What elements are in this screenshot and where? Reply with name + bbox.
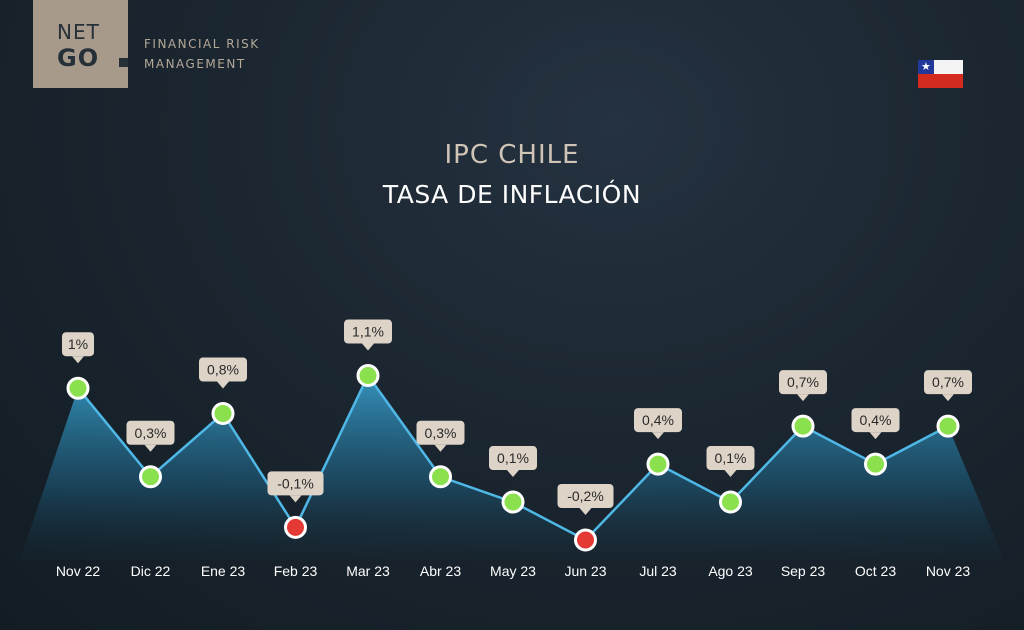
tagline: FINANCIAL RISK MANAGEMENT (144, 34, 260, 74)
data-point (284, 515, 307, 539)
data-point (719, 490, 742, 514)
x-tick-label: Sep 23 (781, 563, 826, 579)
data-label-text: 0,1% (497, 450, 529, 466)
data-label-text: 0,4% (860, 412, 892, 428)
chile-flag-icon: ★ (918, 60, 963, 88)
data-label: -0,2% (557, 484, 614, 515)
data-point (66, 376, 90, 400)
logo-text-go: GO (57, 44, 100, 72)
data-point (791, 414, 815, 438)
chart-title: IPC CHILE (444, 140, 580, 170)
x-tick-label: Mar 23 (346, 563, 390, 579)
data-label-text: 0,7% (932, 374, 964, 390)
x-tick-label: Feb 23 (274, 563, 318, 579)
data-label: 0,8% (199, 357, 247, 389)
logo-text-net: NET (57, 20, 100, 44)
data-label-text: 1% (68, 336, 88, 352)
chart-area-fill (20, 375, 1004, 560)
x-tick-label: Nov 23 (926, 563, 971, 579)
data-label-text: 1,1% (352, 324, 384, 340)
data-label: 0,3% (126, 420, 175, 452)
x-tick-label: Ene 23 (201, 563, 246, 579)
data-point (429, 465, 452, 489)
data-point (574, 528, 597, 552)
x-tick-label: Ago 23 (708, 563, 753, 579)
data-label-text: 0,3% (425, 425, 457, 441)
data-point (501, 490, 525, 514)
x-tick-label: Oct 23 (855, 563, 896, 579)
x-tick-label: May 23 (490, 563, 536, 579)
data-label: -0,1% (267, 471, 324, 503)
x-tick-label: Jul 23 (639, 563, 677, 579)
data-label: 1% (62, 332, 94, 364)
data-label: 0,1% (706, 446, 755, 478)
data-point (139, 465, 162, 489)
tagline-line-2: MANAGEMENT (144, 57, 246, 71)
data-label: 0,4% (634, 408, 682, 440)
data-label: 1,1% (344, 319, 392, 351)
data-point (936, 414, 960, 438)
data-label: 0,1% (489, 446, 537, 478)
data-label: 0,7% (779, 370, 827, 402)
data-label-text: 0,1% (715, 450, 747, 466)
x-tick-label: Nov 22 (56, 563, 101, 579)
x-tick-label: Abr 23 (420, 563, 461, 579)
data-label: 0,4% (851, 408, 900, 440)
data-point (864, 452, 887, 476)
data-point (211, 402, 235, 425)
data-label-text: -0,1% (277, 475, 314, 491)
chart-subtitle: TASA DE INFLACIÓN (382, 180, 642, 209)
data-label-text: -0,2% (567, 488, 604, 504)
data-label: 0,7% (924, 370, 972, 402)
data-label-text: 0,8% (207, 362, 239, 378)
data-label-text: 0,3% (135, 425, 167, 441)
data-point (646, 452, 670, 476)
data-label-text: 0,7% (787, 374, 819, 390)
netgo-logo: NET GO (33, 0, 128, 88)
logo-dot (119, 58, 128, 67)
data-point (356, 364, 380, 388)
x-tick-label: Jun 23 (564, 563, 606, 579)
tagline-line-1: FINANCIAL RISK (144, 37, 260, 51)
data-label-text: 0,4% (642, 412, 674, 428)
data-label: 0,3% (416, 420, 465, 452)
x-tick-label: Dic 22 (131, 563, 171, 579)
